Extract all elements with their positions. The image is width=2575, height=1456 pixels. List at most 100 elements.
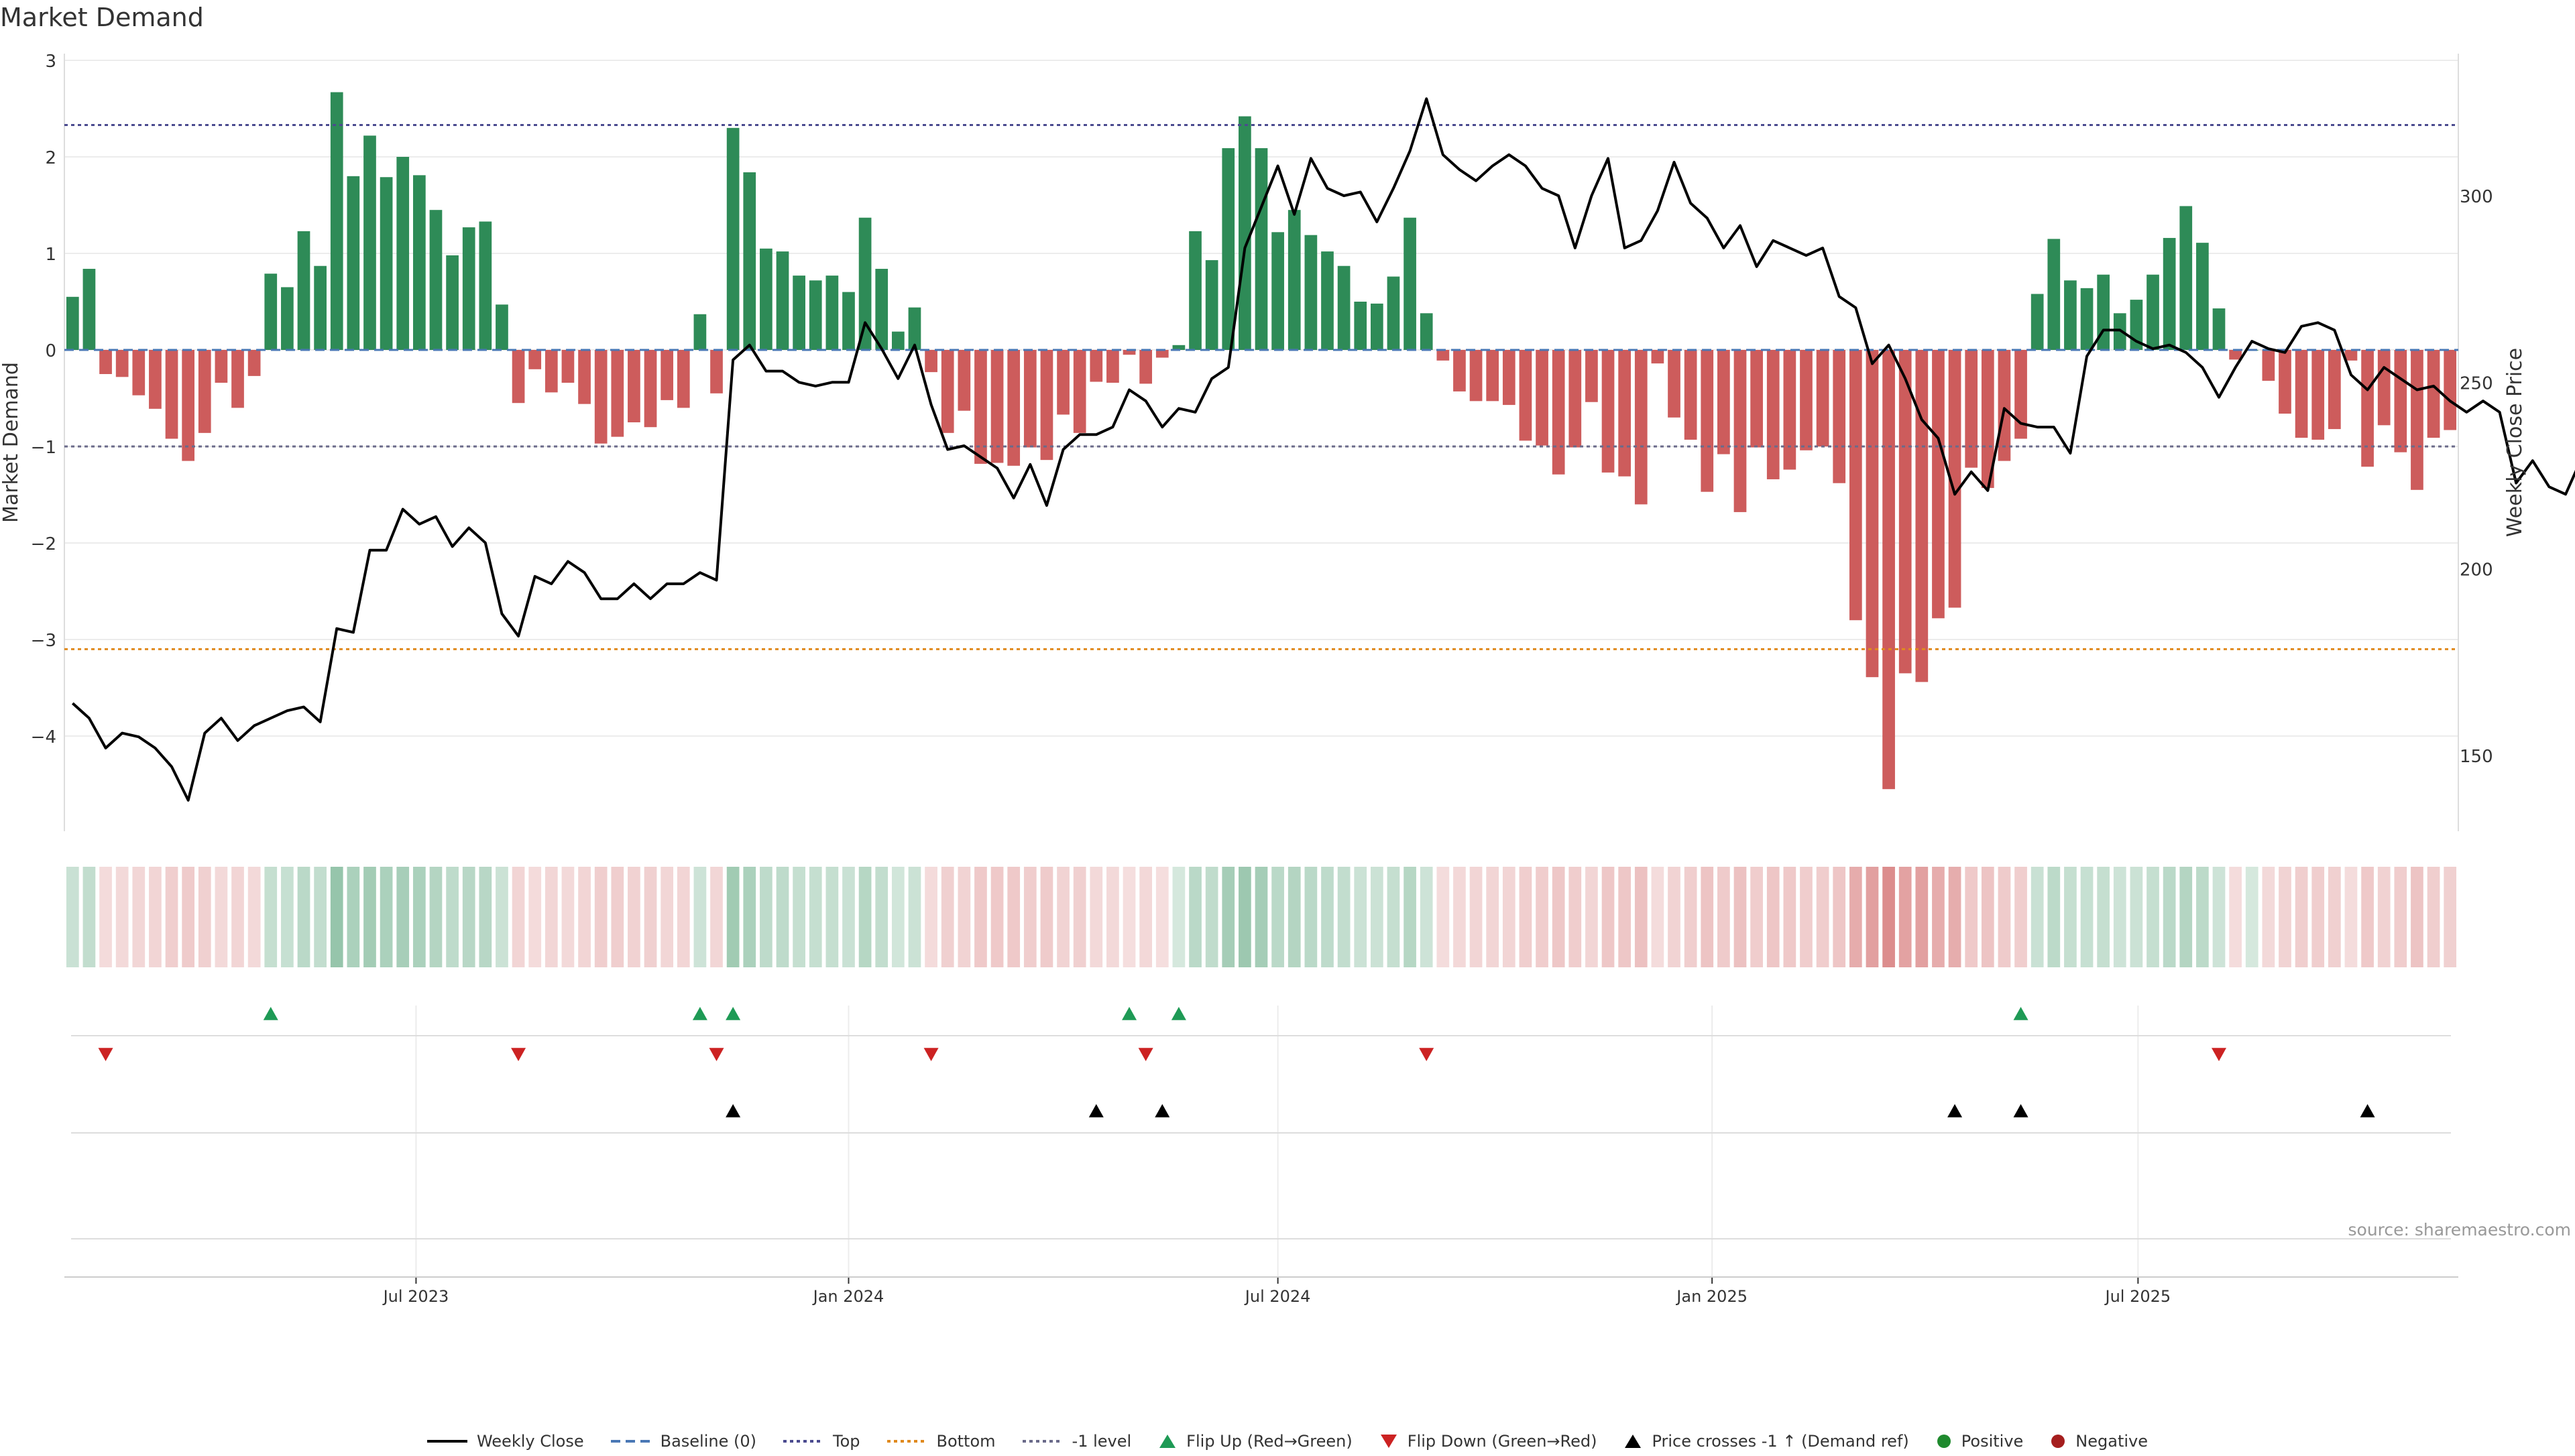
demand-bar [760,248,772,350]
heat-cell [380,867,393,967]
demand-bar [380,177,393,350]
demand-bar [2444,350,2457,430]
demand-bar [215,350,228,383]
demand-bar [149,350,162,409]
demand-bar [1684,350,1697,440]
demand-bar [925,350,937,373]
legend-item-negative: Negative [2050,1432,2148,1451]
heat-cell [99,867,112,967]
x-tick-label: Jan 2025 [1675,1287,1748,1306]
demand-bar [2196,243,2209,350]
demand-bar [297,231,310,350]
left-tick-label: −3 [31,631,56,651]
demand-bar [2080,288,2094,350]
demand-bar [1453,350,1466,391]
heat-cell [1717,867,1730,967]
demand-bars [66,92,2457,790]
demand-bar [1271,232,1284,350]
heat-cell [412,867,426,967]
heat-cell [479,867,492,967]
heat-cell [2344,867,2358,967]
demand-bar [1965,350,1978,468]
demand-bar [2014,350,2027,439]
price-cross-marker [2360,1104,2375,1117]
x-tick-label: Jan 2024 [812,1287,884,1306]
heat-cell [1255,867,1268,967]
demand-bar [1833,350,1846,483]
demand-bar [545,350,558,393]
demand-bar [1205,260,1218,350]
demand-bar [1866,350,1879,678]
demand-bar [2295,350,2308,438]
demand-bar [512,350,525,404]
demand-bar [2328,350,2341,430]
heat-cell [941,867,954,967]
demand-bar [1106,350,1119,383]
heat-cell [710,867,723,967]
demand-bar [429,210,443,350]
heat-cell [2229,867,2242,967]
heat-cell [1502,867,1515,967]
heat-cell [2147,867,2159,967]
solid-line-icon [426,1440,467,1443]
heat-cell [2394,867,2407,967]
demand-bar [1073,350,1086,433]
heat-cell [2179,867,2193,967]
heat-cell [215,867,228,967]
demand-bar [1668,350,1680,418]
heat-cell [1288,867,1301,967]
demand-bar [743,172,756,350]
demand-bar [858,217,872,350]
chart-title: Market Demand [0,3,204,32]
legend-label: Bottom [936,1432,996,1451]
demand-bar [446,255,459,350]
heat-cell [1453,867,1466,967]
legend-label: -1 level [1072,1432,1132,1451]
left-tick-label: −1 [31,438,56,458]
demand-bar [809,280,822,350]
legend-item-weekly-close: Weekly Close [426,1432,584,1451]
heat-cell [1436,867,1450,967]
left-tick-label: 1 [45,245,56,265]
heat-cell [2064,867,2077,967]
demand-bar [990,350,1004,463]
demand-bar [330,92,343,350]
heat-cell [990,867,1004,967]
demand-bar [479,221,492,350]
reference-lines [64,123,2458,650]
x-tick-label: Jul 2024 [1244,1287,1311,1306]
heat-cell [2113,867,2126,967]
heat-cell [1387,867,1400,967]
heat-cell [1239,867,1251,967]
demand-bar [1436,350,1450,361]
flip-up-marker [692,1007,707,1020]
dotted-line-icon [1022,1440,1063,1443]
heat-cell [1998,867,2011,967]
demand-bar [842,292,855,350]
heat-cell [115,867,129,967]
heat-cell [314,867,327,967]
demand-bar [1915,350,1929,682]
demand-bar [1288,210,1301,350]
heat-cell [2377,867,2391,967]
demand-bar [1387,276,1400,350]
demand-bar [264,274,278,350]
heat-cell [2014,867,2027,967]
heat-cell [429,867,443,967]
demand-bar [1370,303,1383,350]
heat-cell [1601,867,1615,967]
flip-down-marker [511,1048,526,1061]
heat-cell [561,867,575,967]
demand-bar [2163,237,2176,350]
heat-cell [512,867,525,967]
demand-bar [2030,294,2044,350]
demand-bar [1601,350,1615,473]
flip-up-marker [2013,1007,2028,1020]
heat-cell [1486,867,1499,967]
dotted-line-icon [783,1440,823,1443]
heat-cell [908,867,921,967]
price-cross-marker [726,1104,741,1117]
demand-bar [1634,350,1648,505]
heat-cell [1733,867,1747,967]
heat-cell [2311,867,2325,967]
